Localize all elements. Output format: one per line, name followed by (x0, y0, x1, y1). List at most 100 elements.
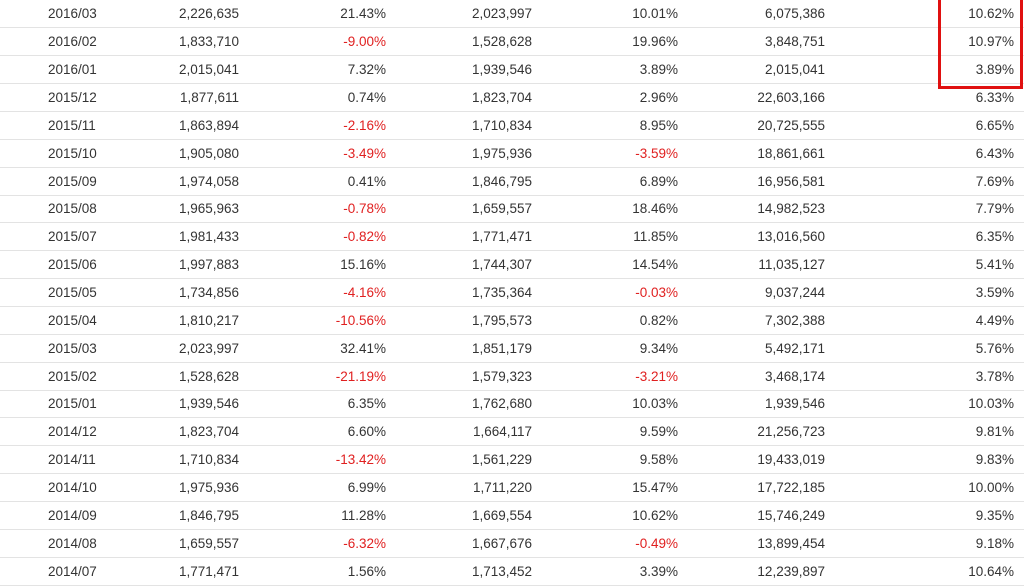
cell-period: 2015/09 (0, 167, 102, 196)
cell-value-b: 1,710,834 (396, 111, 542, 140)
cell-value-a: 1,659,557 (102, 529, 249, 558)
cell-change-a: 6.60% (249, 417, 396, 447)
table-row: 2015/03 2,023,997 32.41% 1,851,179 9.34% 5,49… (0, 334, 1024, 363)
table-row: 2014/08 1,659,557 -6.32% 1,667,676 -0.49% 13,… (0, 529, 1024, 558)
cell-period: 2015/03 (0, 334, 102, 363)
cell-cumulative: 13,899,454 (688, 529, 835, 558)
cell-cumulative-change: 5.76% (835, 334, 1024, 363)
cell-change-a: -3.49% (249, 139, 396, 168)
cell-period: 2015/07 (0, 222, 102, 252)
table-row: 2015/01 1,939,546 6.35% 1,762,680 10.03% 1,93… (0, 390, 1024, 419)
cell-cumulative-change: 6.35% (835, 222, 1024, 252)
cell-change-a: -0.82% (249, 222, 396, 252)
cell-value-a: 1,974,058 (102, 167, 249, 196)
cell-change-b: 10.03% (542, 390, 688, 419)
cell-value-b: 1,975,936 (396, 139, 542, 168)
cell-period: 2015/04 (0, 306, 102, 335)
cell-cumulative: 14,982,523 (688, 195, 835, 224)
cell-period: 2015/02 (0, 362, 102, 391)
cell-cumulative: 19,433,019 (688, 445, 835, 475)
cell-period: 2014/09 (0, 501, 102, 530)
table-row: 2015/02 1,528,628 -21.19% 1,579,323 -3.21% 3,… (0, 362, 1024, 391)
cell-cumulative-change: 5.41% (835, 250, 1024, 280)
cell-value-a: 1,833,710 (102, 27, 249, 57)
cell-value-b: 1,939,546 (396, 55, 542, 85)
cell-change-a: 32.41% (249, 334, 396, 363)
cell-cumulative-change: 3.78% (835, 362, 1024, 391)
cell-value-b: 1,659,557 (396, 195, 542, 224)
table-row: 2014/12 1,823,704 6.60% 1,664,117 9.59% 21,25… (0, 417, 1024, 447)
cell-value-a: 1,905,080 (102, 139, 249, 168)
cell-change-b: -0.49% (542, 529, 688, 558)
cell-period: 2014/10 (0, 473, 102, 502)
cell-change-a: -13.42% (249, 445, 396, 475)
cell-change-b: 9.58% (542, 445, 688, 475)
cell-value-b: 1,713,452 (396, 557, 542, 586)
cell-period: 2015/11 (0, 111, 102, 140)
cell-period: 2015/01 (0, 390, 102, 419)
table-row: 2015/11 1,863,894 -2.16% 1,710,834 8.95% 20,7… (0, 111, 1024, 140)
cell-change-b: 0.82% (542, 306, 688, 335)
cell-change-b: 9.59% (542, 417, 688, 447)
cell-cumulative: 16,956,581 (688, 167, 835, 196)
cell-change-b: -0.03% (542, 278, 688, 307)
cell-value-a: 1,877,611 (102, 83, 249, 112)
cell-value-b: 1,795,573 (396, 306, 542, 335)
cell-period: 2014/11 (0, 445, 102, 475)
cell-change-a: -4.16% (249, 278, 396, 307)
cell-cumulative-change: 9.35% (835, 501, 1024, 530)
cell-value-b: 1,711,220 (396, 473, 542, 502)
cell-change-a: -21.19% (249, 362, 396, 391)
cell-value-a: 1,771,471 (102, 557, 249, 586)
table-row: 2016/01 2,015,041 7.32% 1,939,546 3.89% 2,015… (0, 55, 1024, 85)
cell-change-a: 6.99% (249, 473, 396, 502)
cell-cumulative-change: 3.59% (835, 278, 1024, 307)
cell-cumulative-change: 6.65% (835, 111, 1024, 140)
cell-change-b: 14.54% (542, 250, 688, 280)
cell-cumulative: 7,302,388 (688, 306, 835, 335)
cell-change-a: -6.32% (249, 529, 396, 558)
cell-change-a: 1.56% (249, 557, 396, 586)
cell-period: 2016/02 (0, 27, 102, 57)
table-row: 2015/10 1,905,080 -3.49% 1,975,936 -3.59% 18,… (0, 139, 1024, 168)
cell-value-b: 1,528,628 (396, 27, 542, 57)
cell-change-b: 8.95% (542, 111, 688, 140)
cell-cumulative-change: 10.62% (835, 0, 1024, 29)
cell-cumulative-change: 9.81% (835, 417, 1024, 447)
cell-value-a: 2,023,997 (102, 334, 249, 363)
cell-cumulative: 1,939,546 (688, 390, 835, 419)
table-row: 2014/09 1,846,795 11.28% 1,669,554 10.62% 15,… (0, 501, 1024, 530)
cell-value-b: 1,744,307 (396, 250, 542, 280)
cell-period: 2016/01 (0, 55, 102, 85)
table-row: 2015/04 1,810,217 -10.56% 1,795,573 0.82% 7,3… (0, 306, 1024, 335)
cell-value-b: 1,823,704 (396, 83, 542, 112)
table-row: 2015/08 1,965,963 -0.78% 1,659,557 18.46% 14,… (0, 195, 1024, 224)
cell-change-b: 2.96% (542, 83, 688, 112)
cell-value-b: 1,771,471 (396, 222, 542, 252)
cell-cumulative-change: 7.79% (835, 195, 1024, 224)
cell-change-b: 6.89% (542, 167, 688, 196)
cell-period: 2015/10 (0, 139, 102, 168)
cell-value-b: 1,851,179 (396, 334, 542, 363)
cell-cumulative-change: 3.89% (835, 55, 1024, 85)
cell-cumulative: 3,848,751 (688, 27, 835, 57)
cell-value-a: 1,710,834 (102, 445, 249, 475)
cell-change-b: 18.46% (542, 195, 688, 224)
cell-value-b: 1,561,229 (396, 445, 542, 475)
cell-value-b: 1,669,554 (396, 501, 542, 530)
cell-cumulative: 22,603,166 (688, 83, 835, 112)
cell-value-b: 1,664,117 (396, 417, 542, 447)
table-row: 2015/06 1,997,883 15.16% 1,744,307 14.54% 11,… (0, 250, 1024, 280)
cell-cumulative-change: 7.69% (835, 167, 1024, 196)
cell-value-a: 1,528,628 (102, 362, 249, 391)
cell-change-a: 11.28% (249, 501, 396, 530)
cell-period: 2014/07 (0, 557, 102, 586)
cell-cumulative: 6,075,386 (688, 0, 835, 29)
cell-value-a: 1,997,883 (102, 250, 249, 280)
cell-value-a: 1,846,795 (102, 501, 249, 530)
cell-period: 2015/08 (0, 195, 102, 224)
cell-cumulative-change: 9.83% (835, 445, 1024, 475)
cell-value-a: 2,226,635 (102, 0, 249, 29)
cell-change-a: 21.43% (249, 0, 396, 29)
